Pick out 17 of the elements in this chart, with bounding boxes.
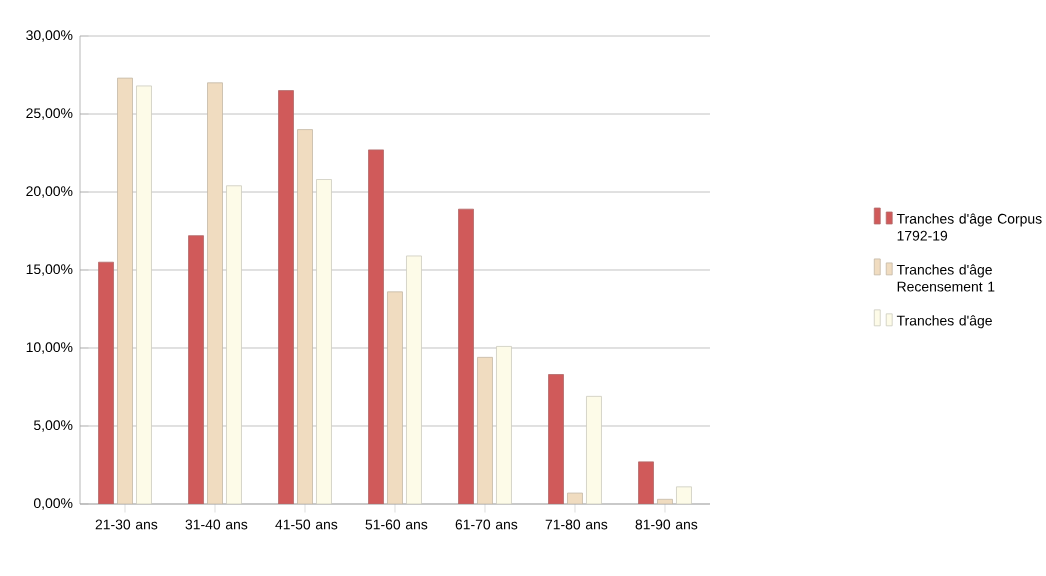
bar xyxy=(278,90,294,504)
bar xyxy=(136,85,152,504)
bar xyxy=(458,208,474,504)
bar xyxy=(188,235,204,504)
bar xyxy=(496,346,512,504)
bar xyxy=(207,82,223,504)
bar xyxy=(477,356,493,504)
bar xyxy=(586,395,602,504)
bar xyxy=(117,77,133,504)
bar xyxy=(548,374,564,504)
bar xyxy=(226,185,242,504)
bar xyxy=(316,179,332,504)
bar xyxy=(368,149,384,504)
bar xyxy=(297,129,313,504)
bar xyxy=(406,255,422,504)
bar xyxy=(387,291,403,504)
bar xyxy=(98,261,114,504)
